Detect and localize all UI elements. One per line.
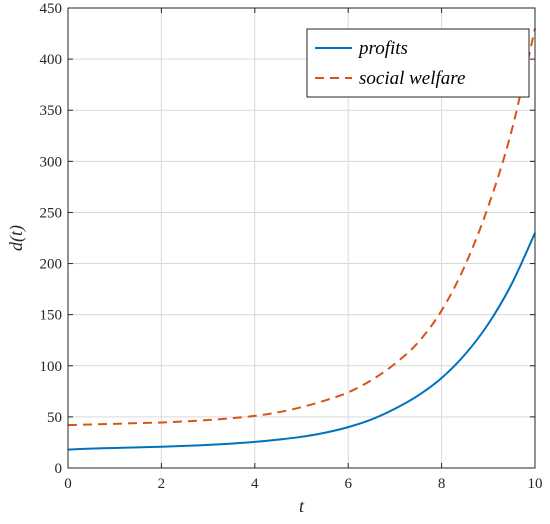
legend: profits social welfare xyxy=(306,28,530,98)
y-tick-label: 0 xyxy=(55,461,63,477)
legend-box xyxy=(306,28,530,98)
series-layer xyxy=(67,28,536,451)
y-tick-label: 350 xyxy=(40,103,63,119)
legend-label: profits xyxy=(357,38,408,59)
x-axis-label: t xyxy=(299,496,305,516)
y-axis-label: d(t) xyxy=(6,225,27,251)
series-line-profits xyxy=(67,232,536,451)
y-tick-label: 150 xyxy=(40,308,63,324)
x-tick-label: 4 xyxy=(251,476,259,492)
y-tick-label: 50 xyxy=(47,410,62,426)
x-tick-label: 8 xyxy=(438,476,446,492)
y-tick-label: 400 xyxy=(40,52,63,68)
legend-label: social welfare xyxy=(359,68,465,89)
plot-frame xyxy=(67,7,536,469)
x-tick-label: 0 xyxy=(64,476,72,492)
y-tick-label: 450 xyxy=(40,1,63,17)
x-tick-label: 10 xyxy=(528,476,543,492)
y-tick-label: 300 xyxy=(40,154,63,170)
y-tick-label: 250 xyxy=(40,205,63,221)
x-tick-label: 6 xyxy=(344,476,352,492)
x-tick-label: 2 xyxy=(158,476,166,492)
y-tick-label: 100 xyxy=(40,359,63,375)
y-tick-label: 200 xyxy=(40,257,63,273)
series-line-social-welfare xyxy=(67,28,536,427)
